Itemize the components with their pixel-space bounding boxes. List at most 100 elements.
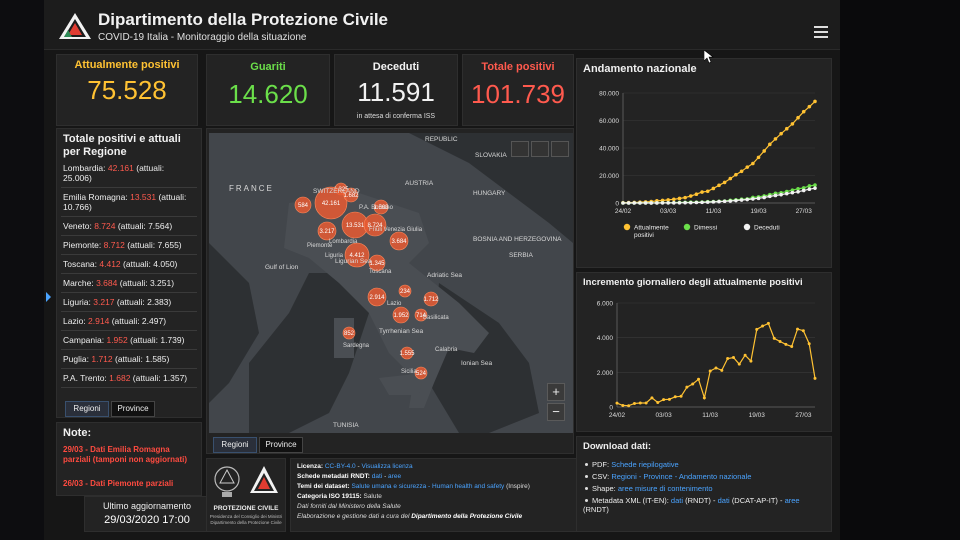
layers-icon[interactable] (531, 141, 549, 157)
region-name: Liguria: (63, 297, 94, 307)
data-point (714, 366, 718, 370)
zoom-out-button[interactable]: − (547, 403, 565, 421)
view-license-link[interactable]: Visualizza licenza (361, 463, 413, 470)
data-management-prefix: Elaborazione e gestione dati a cura del (297, 513, 410, 520)
case-bubble (423, 291, 439, 307)
x-tick-label: 03/03 (655, 412, 672, 419)
case-bubble (414, 308, 428, 322)
data-point (731, 356, 735, 360)
kpi-value: 11.591 (357, 77, 435, 107)
rndt-row: Schede metadati RNDT: dati - aree (297, 473, 402, 480)
themes-link[interactable]: Salute umana e sicurezza - Human health … (351, 483, 505, 490)
dashboard-screen: Dipartimento della Protezione Civile COV… (44, 0, 840, 540)
data-point (790, 190, 795, 195)
region-list-item[interactable]: P.A. Trento: 1.682 (attuali: 1.357) (61, 369, 197, 388)
daily-increment-chart[interactable]: 0 2.000 4.000 6.000 24/02 03/03 11/03 19/03 27/0… (577, 289, 833, 433)
region-current: (attuali: 10.766) (63, 192, 187, 212)
download-xml-dati-dcat-link[interactable]: dati (717, 496, 730, 505)
monitor-bezel-left (0, 0, 44, 540)
map-label-pa_bolzano: P.A. Bolzano (359, 205, 394, 211)
tab-province[interactable]: Province (111, 401, 155, 417)
case-bubble-label: 1.325 (333, 187, 349, 193)
y-tick-label: 20.000 (599, 173, 619, 180)
case-bubble (400, 346, 414, 360)
map-label-switzerland: SWITZERLAND (313, 188, 360, 195)
data-point (813, 186, 817, 190)
data-point (688, 200, 693, 205)
tab-regioni[interactable]: Regioni (65, 401, 109, 417)
region-list[interactable]: Lombardia: 42.161 (attuali: 25.006) Emili… (61, 159, 197, 388)
map-tab-province[interactable]: Province (259, 437, 303, 453)
download-xml-aree-link[interactable]: aree (784, 496, 800, 505)
data-point (773, 137, 778, 141)
data-point (756, 196, 761, 201)
region-list-item[interactable]: Marche: 3.684 (attuali: 3.251) (61, 274, 197, 293)
data-point (756, 155, 761, 160)
sidebar-toggle-arrow-icon[interactable] (46, 292, 51, 302)
data-point (766, 321, 770, 325)
series-line (622, 100, 816, 204)
data-point (694, 200, 699, 205)
map-label-gulf: Gulf of Lion (265, 264, 299, 271)
data-point (807, 342, 811, 346)
region-list-item[interactable]: Lombardia: 42.161 (attuali: 25.006) (61, 159, 197, 188)
region-total: 4.412 (99, 259, 121, 269)
data-point (688, 194, 693, 198)
region-list-item[interactable]: Lazio: 2.914 (attuali: 2.497) (61, 312, 197, 331)
series-line (616, 322, 816, 407)
data-point (621, 201, 625, 205)
data-point (790, 344, 794, 348)
case-bubble (373, 199, 389, 215)
basemap-gallery-icon[interactable] (551, 141, 569, 157)
data-point (778, 339, 782, 343)
case-bubble (414, 366, 428, 380)
map-tab-regioni[interactable]: Regioni (213, 437, 257, 453)
data-point (813, 99, 817, 104)
region-current: (attuali: 2.497) (109, 316, 167, 326)
download-pdf-link[interactable]: Schede riepilogative (611, 460, 679, 469)
case-bubble-label: 8.724 (367, 223, 383, 229)
map-label-liguria: Liguria (325, 253, 344, 259)
license-link[interactable]: CC-BY-4.0 (324, 463, 356, 470)
data-point (779, 192, 783, 197)
region-list-item[interactable]: Veneto: 8.724 (attuali: 7.564) (61, 217, 197, 236)
data-point (666, 201, 670, 205)
region-list-item[interactable]: Piemonte: 8.712 (attuali: 7.655) (61, 236, 197, 255)
case-bubble-label: 13.531 (346, 223, 365, 229)
zoom-in-button[interactable]: + (547, 383, 565, 401)
map-view[interactable]: 1.325 42.161 584 1.682 1.563 13.531 3.217 8.724… (209, 133, 573, 433)
region-list-item[interactable]: Puglia: 1.712 (attuali: 1.585) (61, 350, 197, 369)
note-line-1: 29/03 - Dati Emilia Romagna parziali (ta… (63, 445, 187, 464)
data-point (751, 197, 755, 201)
rndt-aree-link[interactable]: aree (388, 473, 402, 480)
region-current: (attuali: 3.251) (117, 278, 175, 288)
download-csv-links[interactable]: Regioni - Province - Andamento nazionale (611, 472, 752, 481)
list-view-icon[interactable] (511, 141, 529, 157)
region-list-item[interactable]: Emilia Romagna: 13.531 (attuali: 10.766) (61, 188, 197, 217)
protezione-civile-small-logo (250, 466, 278, 493)
x-tick-label: 27/03 (795, 412, 812, 419)
case-bubble-label: 714 (416, 313, 427, 319)
map-label-adriatic: Adriatic Sea (427, 272, 462, 279)
case-bubble (317, 221, 337, 241)
download-shape-link[interactable]: aree misure di contenimento (617, 484, 713, 493)
region-current: (attuali: 7.564) (115, 221, 173, 231)
region-list-item[interactable]: Campania: 1.952 (attuali: 1.739) (61, 331, 197, 350)
data-point (790, 188, 795, 192)
note-panel: Note: 29/03 - Dati Emilia Romagna parzia… (56, 422, 202, 496)
data-point (650, 396, 654, 400)
data-management-row: Elaborazione e gestione dati a cura del … (297, 513, 573, 521)
data-point (751, 161, 755, 166)
region-list-item[interactable]: Liguria: 3.217 (attuali: 2.383) (61, 293, 197, 312)
data-point (662, 398, 666, 402)
data-point (722, 180, 727, 185)
hamburger-menu-icon[interactable] (814, 26, 828, 38)
region-list-item[interactable]: Toscana: 4.412 (attuali: 4.050) (61, 255, 197, 274)
national-trend-chart[interactable]: 0 20.000 40.000 60.000 80.000 24/02 03/03 11/03… (577, 77, 833, 269)
rndt-dati-link[interactable]: dati (371, 473, 383, 480)
y-tick-label: 60.000 (599, 118, 619, 125)
logo-block-title: PROTEZIONE CIVILE (213, 505, 279, 512)
download-xml-dati-rndt-link[interactable]: dati (670, 496, 684, 505)
data-point (626, 201, 631, 205)
y-tick-label: 2.000 (597, 370, 614, 377)
